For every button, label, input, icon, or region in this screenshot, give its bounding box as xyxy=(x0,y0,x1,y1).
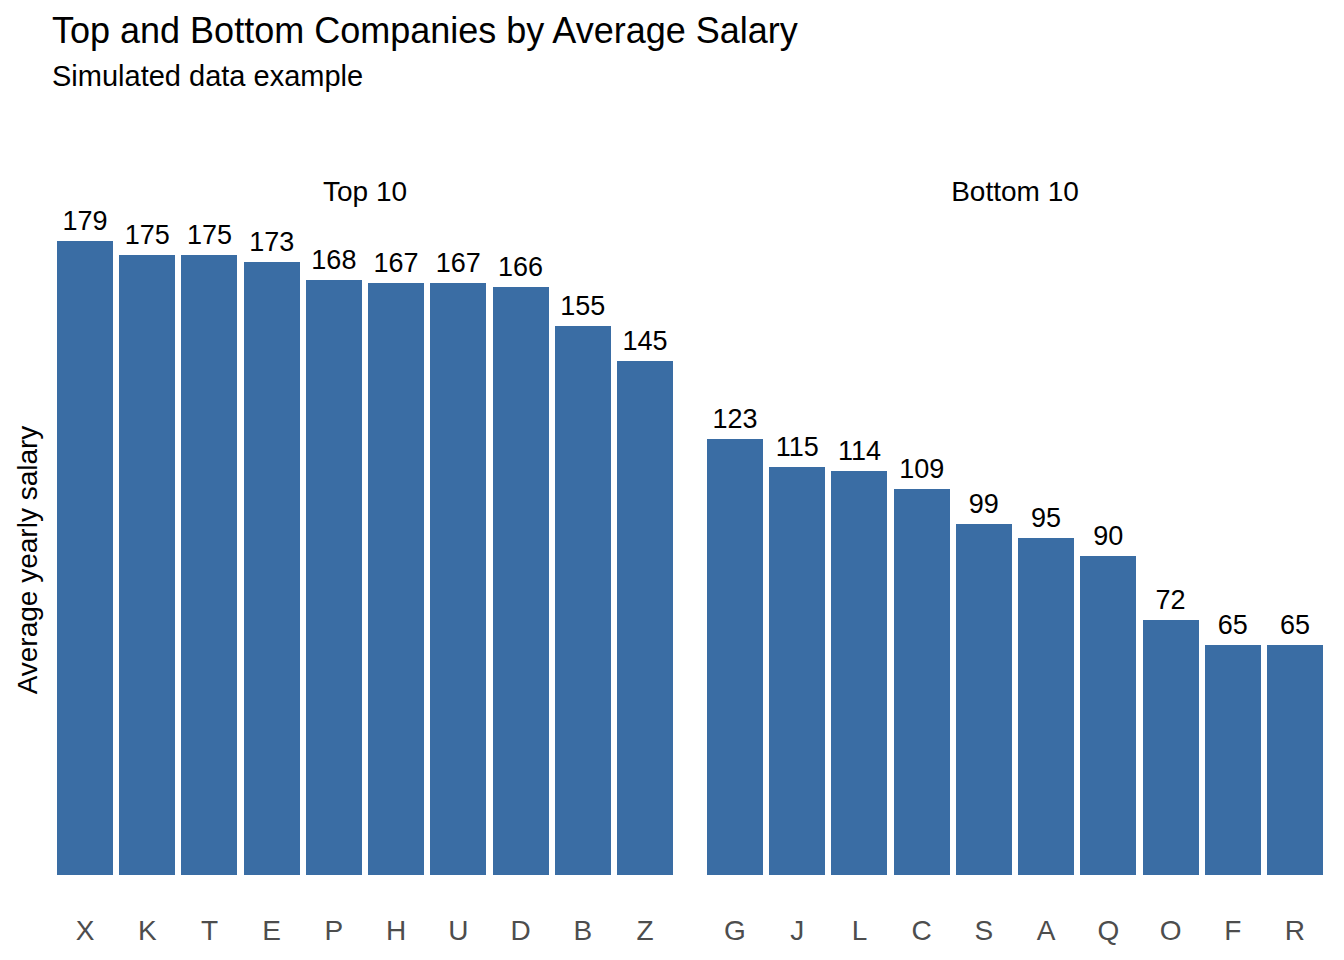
x-axis: XKTEPHUDBZ GJLCSAQOFR xyxy=(57,875,1323,947)
bar-value-label: 175 xyxy=(125,222,170,249)
x-tick-label: Z xyxy=(617,875,673,947)
bar-column: 115 xyxy=(769,434,825,875)
x-tick-label: X xyxy=(57,875,113,947)
bar-column: 167 xyxy=(368,250,424,875)
x-tick-label: E xyxy=(244,875,300,947)
bar-value-label: 123 xyxy=(712,406,757,433)
x-tick-label: D xyxy=(493,875,549,947)
x-tick-label: S xyxy=(956,875,1012,947)
bar-column: 173 xyxy=(244,229,300,875)
x-tick-label: U xyxy=(430,875,486,947)
bar-column: 123 xyxy=(707,406,763,875)
bar xyxy=(956,524,1012,875)
x-tick-label: Q xyxy=(1080,875,1136,947)
bar-value-label: 167 xyxy=(436,250,481,277)
x-tick-label: O xyxy=(1143,875,1199,947)
bar-column: 175 xyxy=(181,222,237,875)
bar xyxy=(555,326,611,875)
bar-value-label: 167 xyxy=(374,250,419,277)
x-axis-top10: XKTEPHUDBZ xyxy=(57,875,673,947)
bar-column: 155 xyxy=(555,293,611,875)
x-tick-label: J xyxy=(769,875,825,947)
bar-column: 179 xyxy=(57,208,113,875)
bar-value-label: 65 xyxy=(1280,612,1310,639)
bar xyxy=(1205,645,1261,875)
bar xyxy=(1018,538,1074,875)
bar-column: 72 xyxy=(1143,587,1199,875)
bar-value-label: 114 xyxy=(838,438,881,465)
bar-value-label: 155 xyxy=(560,293,605,320)
bar xyxy=(831,471,887,875)
x-tick-label: H xyxy=(368,875,424,947)
bar-value-label: 115 xyxy=(776,434,819,461)
bar xyxy=(119,255,175,875)
bar-column: 109 xyxy=(894,456,950,875)
bar-value-label: 173 xyxy=(249,229,294,256)
chart-title: Top and Bottom Companies by Average Sala… xyxy=(52,8,798,53)
bar-column: 167 xyxy=(430,250,486,875)
bar xyxy=(493,287,549,875)
bar-value-label: 179 xyxy=(62,208,107,235)
bar-value-label: 166 xyxy=(498,254,543,281)
x-tick-label: L xyxy=(831,875,887,947)
chart-subtitle: Simulated data example xyxy=(52,58,363,94)
x-tick-label: T xyxy=(181,875,237,947)
bar-value-label: 72 xyxy=(1156,587,1186,614)
facet-bottom10: 123 115 114 109 99 95 90 72 65 65 xyxy=(707,160,1323,875)
bar xyxy=(707,439,763,875)
bar-column: 90 xyxy=(1080,523,1136,875)
bar-column: 114 xyxy=(831,438,887,875)
bar-column: 145 xyxy=(617,328,673,875)
x-tick-label: C xyxy=(894,875,950,947)
bar xyxy=(769,467,825,875)
bar-column: 166 xyxy=(493,254,549,875)
bar-value-label: 168 xyxy=(311,247,356,274)
bar-value-label: 90 xyxy=(1093,523,1123,550)
figure: Top and Bottom Companies by Average Sala… xyxy=(0,0,1344,960)
bar xyxy=(1267,645,1323,875)
x-tick-label: R xyxy=(1267,875,1323,947)
bar-column: 168 xyxy=(306,247,362,875)
y-axis-label: Average yearly salary xyxy=(12,426,44,695)
bar xyxy=(430,283,486,875)
bar xyxy=(894,489,950,875)
x-tick-label: G xyxy=(707,875,763,947)
x-tick-label: P xyxy=(306,875,362,947)
bar xyxy=(1080,556,1136,875)
bar-column: 175 xyxy=(119,222,175,875)
x-tick-label: K xyxy=(119,875,175,947)
bar xyxy=(617,361,673,875)
bar-value-label: 175 xyxy=(187,222,232,249)
bar-column: 99 xyxy=(956,491,1012,875)
bar-value-label: 95 xyxy=(1031,505,1061,532)
bar-column: 65 xyxy=(1267,612,1323,875)
bar-value-label: 109 xyxy=(899,456,944,483)
x-axis-bottom10: GJLCSAQOFR xyxy=(707,875,1323,947)
x-tick-label: F xyxy=(1205,875,1261,947)
bar xyxy=(181,255,237,875)
plot-panel: 179 175 175 173 168 167 167 166 155 145 123 115 114… xyxy=(57,160,1323,875)
bar-value-label: 145 xyxy=(622,328,667,355)
bar-column: 95 xyxy=(1018,505,1074,875)
bar xyxy=(306,280,362,875)
x-tick-label: A xyxy=(1018,875,1074,947)
bar xyxy=(1143,620,1199,875)
x-tick-label: B xyxy=(555,875,611,947)
bar-value-label: 99 xyxy=(969,491,999,518)
bar-column: 65 xyxy=(1205,612,1261,875)
bar-value-label: 65 xyxy=(1218,612,1248,639)
facet-top10: 179 175 175 173 168 167 167 166 155 145 xyxy=(57,160,673,875)
bar xyxy=(57,241,113,875)
bar xyxy=(368,283,424,875)
bar xyxy=(244,262,300,875)
